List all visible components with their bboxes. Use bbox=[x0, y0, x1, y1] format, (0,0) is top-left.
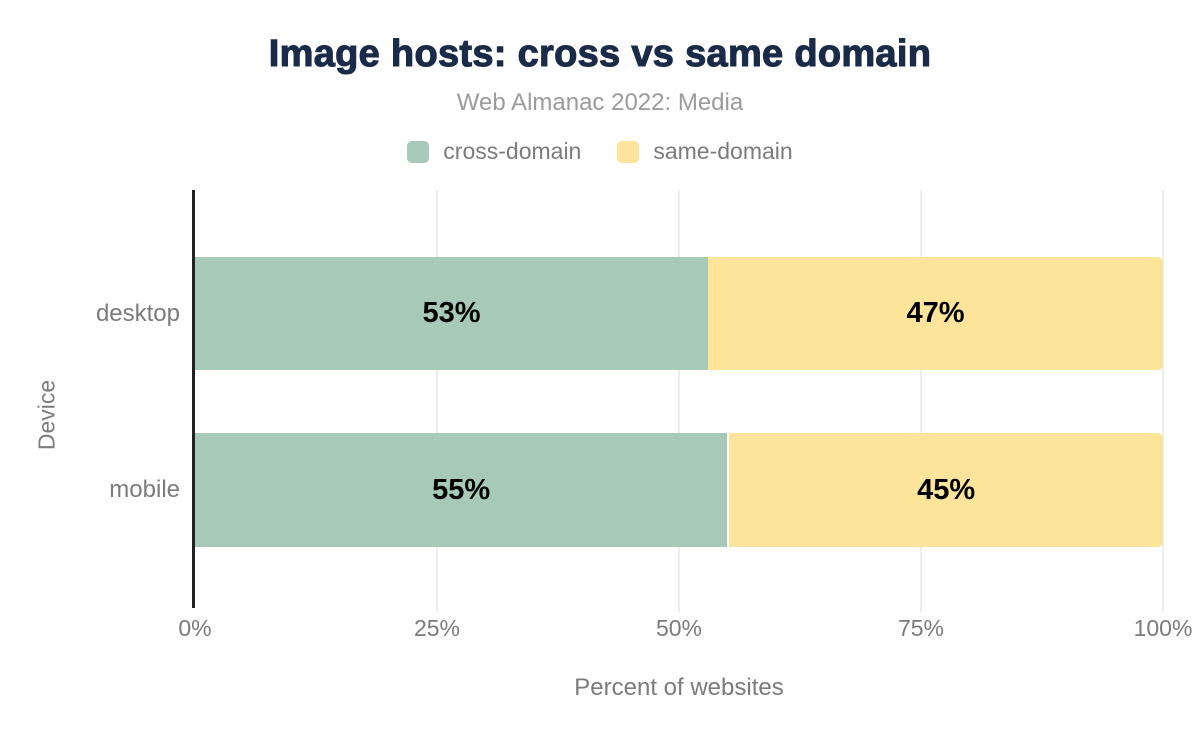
category-label-desktop: desktop bbox=[95, 299, 180, 327]
x-tick-label-25: 25% bbox=[413, 615, 461, 641]
bar-value-label: 47% bbox=[906, 297, 965, 329]
bar-row-mobile: 55% 45% bbox=[195, 433, 1163, 547]
y-axis-title: Device bbox=[33, 379, 60, 451]
chart-title: Image hosts: cross vs same domain bbox=[268, 32, 932, 75]
bar-row-desktop: 53% 47% bbox=[195, 257, 1163, 370]
legend-item-same-domain: same-domain bbox=[617, 138, 793, 165]
legend-label: cross-domain bbox=[443, 138, 582, 164]
x-tick-label-75: 75% bbox=[897, 615, 945, 641]
gridline-50 bbox=[678, 190, 680, 612]
legend: cross-domain same-domain bbox=[0, 138, 1200, 165]
x-tick-label-50: 50% bbox=[655, 615, 703, 641]
legend-label: same-domain bbox=[653, 138, 793, 164]
gridline-25 bbox=[436, 190, 438, 612]
chart-subtitle: Web Almanac 2022: Media bbox=[456, 89, 744, 116]
bar-value-label: 55% bbox=[432, 473, 491, 506]
bar-segment-mobile-cross-domain[interactable]: 55% bbox=[195, 433, 728, 547]
category-label-mobile: mobile bbox=[109, 476, 180, 503]
gridline-75 bbox=[920, 190, 922, 612]
bar-segment-desktop-same-domain[interactable]: 47% bbox=[708, 257, 1163, 370]
legend-swatch-icon bbox=[617, 140, 640, 163]
bar-value-label: 45% bbox=[917, 473, 976, 506]
legend-swatch-icon bbox=[407, 140, 430, 163]
plot-area: 0% 25% 50% 75% 100% 53% 47% desktop 55% 45% mobile bbox=[96, 190, 1192, 641]
bar-value-label: 53% bbox=[422, 297, 481, 329]
y-axis-line bbox=[192, 190, 195, 608]
x-tick-label-0: 0% bbox=[178, 615, 212, 641]
x-tick-label-100: 100% bbox=[1133, 615, 1193, 641]
x-axis-title: Percent of websites bbox=[574, 674, 784, 701]
bar-segment-desktop-cross-domain[interactable]: 53% bbox=[195, 257, 709, 370]
bar-segment-mobile-same-domain[interactable]: 45% bbox=[727, 433, 1163, 547]
gridline-100 bbox=[1162, 190, 1164, 612]
legend-item-cross-domain: cross-domain bbox=[407, 138, 581, 165]
